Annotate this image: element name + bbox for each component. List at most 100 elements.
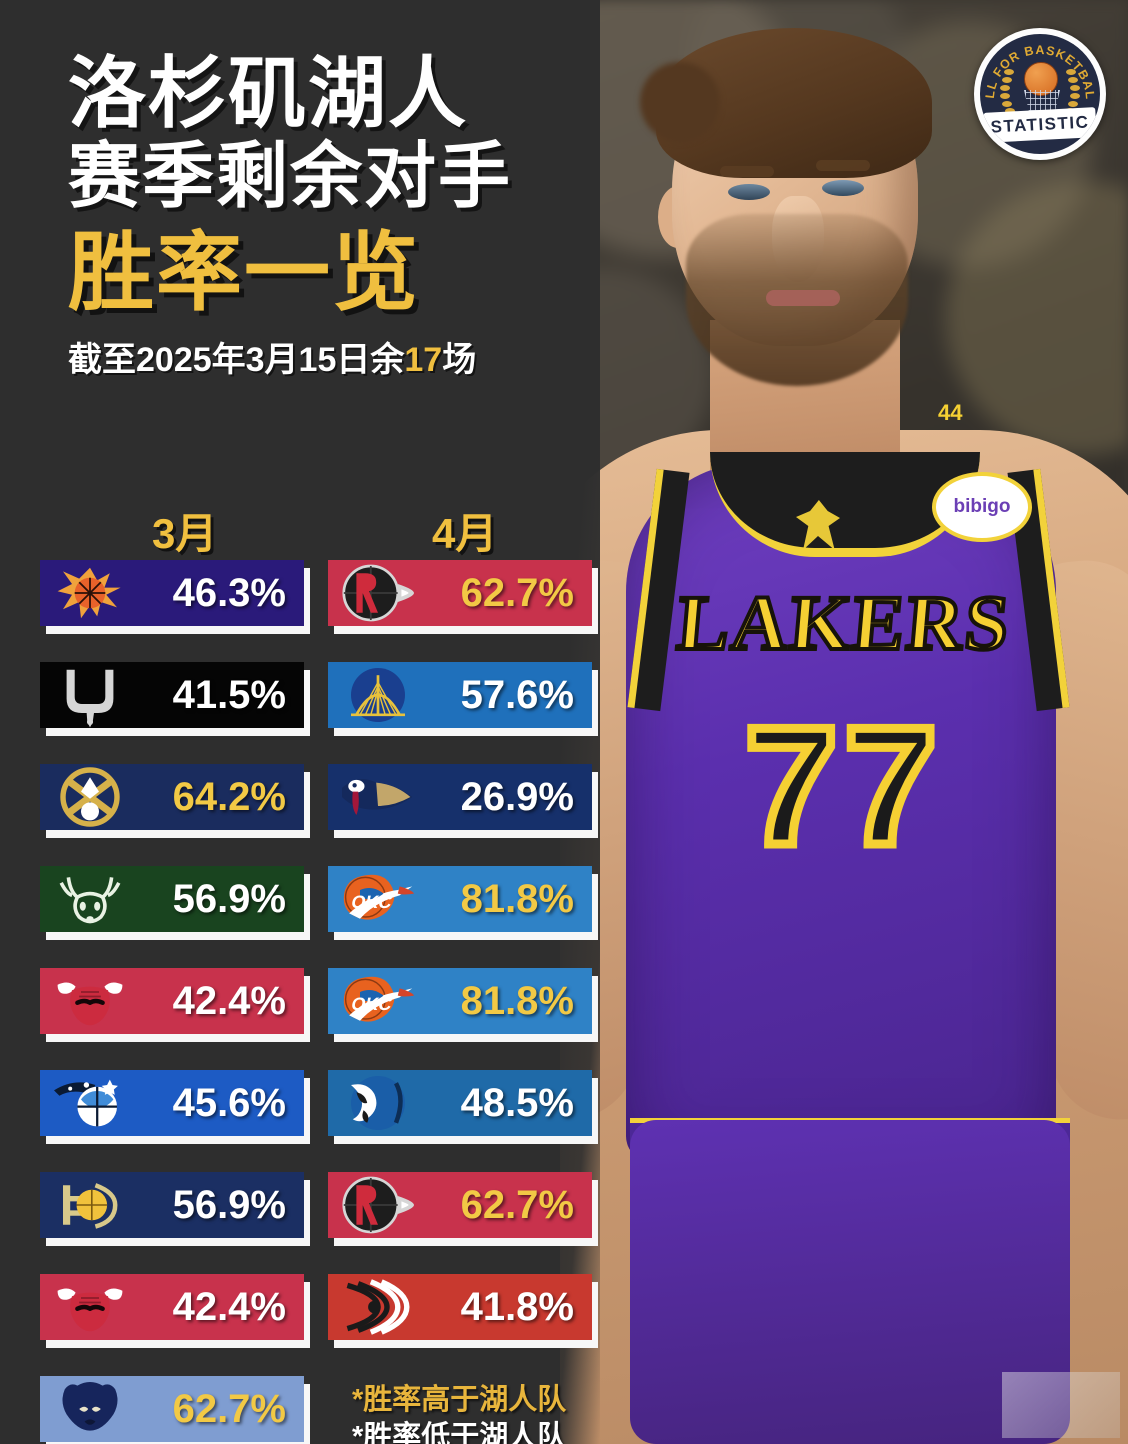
player-eye-left [728,184,770,200]
win-rate-value: 41.5% [172,672,286,717]
player-brow-right [816,160,870,171]
bulls-logo [44,968,136,1034]
opponent-bar-thunder: OKC 81.8% [328,968,592,1034]
win-rate-value: 42.4% [172,1284,286,1329]
opponent-row: OKC 81.8% [328,866,600,942]
column-header-april: 4月 [432,510,498,557]
opponent-bar-bulls: 42.4% [40,968,304,1034]
badge-inner: ALL FOR BASKETBALL STATISTIC [980,34,1100,154]
sponsor-patch: bibigo [932,472,1032,542]
opponent-bar-rockets: 62.7% [328,1172,592,1238]
thunder-logo: OKC [332,866,424,932]
opponent-row: OKC 81.8% [328,968,600,1044]
rockets-logo [332,1172,424,1238]
win-rate-value: 45.6% [172,1080,286,1125]
opponent-bar-bucks: 56.9% [40,866,304,932]
win-rate-value: 62.7% [172,1386,286,1431]
opponent-bar-magic: 45.6% [40,1070,304,1136]
opponent-bar-bulls: 42.4% [40,1274,304,1340]
pacers-logo [44,1172,136,1238]
opponent-bar-pacers: 56.9% [40,1172,304,1238]
opponent-row: 42.4% [40,968,312,1044]
headline-block: 洛杉矶湖人 赛季剩余对手 胜率一览 截至2025年3月15日余17场 [68,49,568,381]
title-line-1: 洛杉矶湖人 [68,49,469,137]
win-rate-value: 48.5% [460,1080,574,1125]
opponent-bar-pelicans: 26.9% [328,764,592,830]
laurel-left-icon [1000,69,1015,114]
suns-logo [44,560,136,626]
player-brow-left [720,166,774,177]
player-figure: 44 bibigo LAKERS 77 [560,0,1128,1444]
opponent-row: 64.2% [40,764,312,840]
mavericks-logo [332,1070,424,1136]
opponent-row: 56.9% [40,1172,312,1248]
svg-text:OKC: OKC [350,994,394,1014]
win-rate-value: 62.7% [460,1182,574,1227]
win-rate-value: 56.9% [172,1182,286,1227]
subtitle-prefix: 截至2025年3月15日余 [68,340,405,379]
grizzlies-logo [44,1376,136,1442]
bulls-logo [44,1274,136,1340]
svg-text:OKC: OKC [350,892,394,912]
thunder-logo: OKC [332,968,424,1034]
opponent-bar-nuggets: 64.2% [40,764,304,830]
opponent-bar-warriors: 57.6% [328,662,592,728]
opponent-bar-trail-blazers: 41.8% [328,1274,592,1340]
legend-footnotes: *胜率高于湖人队 *胜率低于湖人队 [352,1382,602,1444]
rockets-logo [332,560,424,626]
jersey-shoulder-number: 44 [938,400,963,425]
opponent-row: 56.9% [40,866,312,942]
win-rate-value: 57.6% [460,672,574,717]
brand-badge: ALL FOR BASKETBALL STATISTIC [974,28,1106,160]
win-rate-value: 26.9% [460,774,574,819]
opponent-bar-rockets: 62.7% [328,560,592,626]
jersey-wordmark: LAKERS [672,577,1016,668]
opponent-row: 46.3% [40,560,312,636]
opponent-bar-grizzlies: 62.7% [40,1376,304,1442]
opponent-row: 41.8% [328,1274,600,1350]
win-rate-value: 64.2% [172,774,286,819]
opponent-row: 26.9% [328,764,600,840]
title-line-2: 赛季剩余对手 [68,136,513,217]
win-rate-value: 46.3% [172,570,286,615]
opponent-row: 48.5% [328,1070,600,1146]
opponent-row: 62.7% [40,1376,312,1444]
opponent-row: 41.5% [40,662,312,738]
footnote-above: *胜率高于湖人队 [352,1384,567,1416]
watermark-corner [1002,1372,1120,1438]
blazers-logo [332,1274,424,1340]
win-rate-value: 56.9% [172,876,286,921]
spurs-logo [44,662,136,728]
pelicans-logo [332,764,424,830]
subtitle-games-count: 17 [404,340,443,379]
player-photo: 44 bibigo LAKERS 77 [560,0,1128,1444]
win-rate-value: 42.4% [172,978,286,1023]
jersey-number: 77 [740,688,944,885]
player-hair [656,28,932,178]
player-eye-right [822,180,864,196]
column-header-march: 3月 [152,510,218,557]
opponent-bar-mavericks: 48.5% [328,1070,592,1136]
opponent-bar-thunder: OKC 81.8% [328,866,592,932]
opponent-row: 45.6% [40,1070,312,1146]
win-rate-value: 41.8% [460,1284,574,1329]
warriors-logo [332,662,424,728]
opponent-bar-spurs: 41.5% [40,662,304,728]
player-mouth [766,290,840,306]
footnote-below: *胜率低于湖人队 [352,1421,567,1444]
opponent-row: 62.7% [328,560,600,636]
win-rate-value: 62.7% [460,570,574,615]
player-jersey [626,462,1056,1162]
badge-banner: STATISTIC [983,107,1097,143]
subtitle: 截至2025年3月15日余17场 [68,332,568,381]
bucks-logo [44,866,136,932]
april-column: 62.7% 57.6% 26.9% OKC 81.8% OKC 81.8% 48.5% 62.7… [328,560,600,1376]
title-line-3: 胜率一览 [68,224,420,321]
player-shorts [630,1120,1070,1444]
opponent-bar-suns: 46.3% [40,560,304,626]
subtitle-suffix: 场 [442,340,477,379]
month-headers: 3月 4月 [40,500,600,557]
badge-banner-label: STATISTIC [990,112,1090,137]
nuggets-logo [44,764,136,830]
